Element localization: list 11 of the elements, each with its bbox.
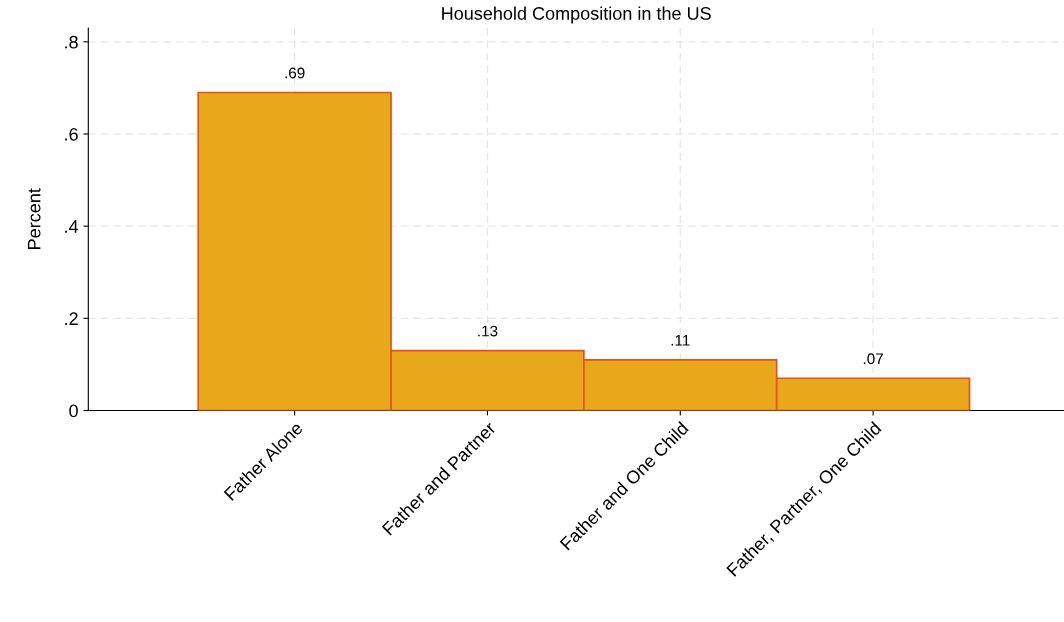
y-tick-label: .2 xyxy=(65,312,78,325)
y-tick-label: .8 xyxy=(65,35,78,49)
data-label: .69 xyxy=(285,67,305,79)
chart-title: Household Composition in the US xyxy=(442,6,711,24)
y-axis-title: Percent xyxy=(27,188,41,249)
y-tick-label: .4 xyxy=(65,220,79,233)
y-tick-label: .6 xyxy=(65,127,78,141)
data-label: .07 xyxy=(863,353,883,365)
y-tick-label: 0 xyxy=(69,404,78,418)
data-label: .13 xyxy=(478,325,498,337)
data-label: .11 xyxy=(671,335,690,346)
